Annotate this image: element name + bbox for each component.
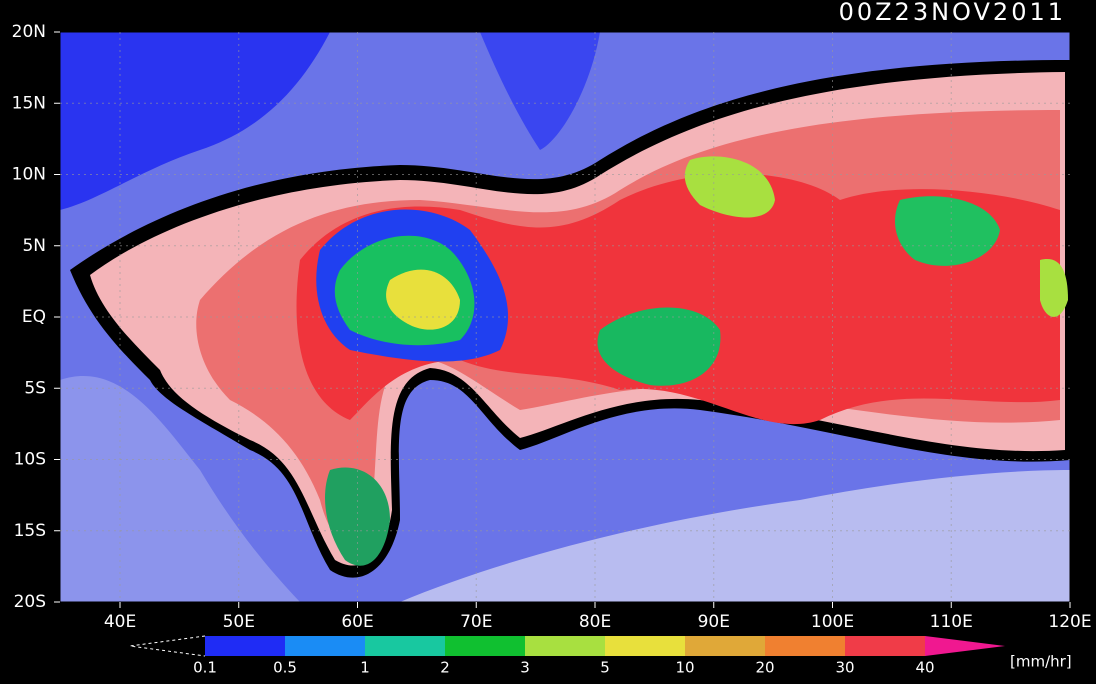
lat-label: 15N [12, 93, 46, 113]
low-field [60, 376, 300, 602]
colorbar-segment [685, 636, 765, 656]
low-field [480, 32, 600, 150]
colorbar-segment [365, 636, 445, 656]
colorbar-label: 0.1 [193, 659, 217, 677]
colorbar-label: 10 [675, 659, 694, 677]
colorbar-segment [445, 636, 525, 656]
rain-field [296, 173, 1060, 425]
colorbar-label: 30 [835, 659, 854, 677]
colorbar-label: 2 [440, 659, 450, 677]
rain-core [684, 156, 775, 218]
rain-core [325, 467, 390, 566]
colorbar-label: 0.5 [273, 659, 297, 677]
low-field [60, 32, 330, 210]
lat-label: 20S [14, 592, 46, 612]
lon-label: 50E [223, 612, 255, 632]
rain-core [895, 196, 1000, 266]
colorbar-segment [285, 636, 365, 656]
lat-label: 15S [14, 521, 46, 541]
lon-label: 110E [930, 612, 973, 632]
colorbar-segment [765, 636, 845, 656]
lat-label: 5S [24, 378, 46, 398]
colorbar-segment [205, 636, 285, 656]
lat-label: 10N [12, 165, 46, 185]
colorbar-label: 1 [360, 659, 370, 677]
rain-core [1040, 259, 1068, 317]
map-field [59, 31, 1071, 603]
colorbar: 0.1 0.5 1 2 3 5 10 20 30 40 [mm/hr] [129, 635, 1072, 677]
colorbar-label: 5 [600, 659, 610, 677]
low-field [400, 470, 1070, 602]
colorbar-over [925, 636, 1005, 656]
colorbar-label: 3 [520, 659, 530, 677]
colorbar-label: 20 [755, 659, 774, 677]
lon-label: 100E [811, 612, 854, 632]
lon-label: 120E [1048, 612, 1091, 632]
lon-label: 60E [341, 612, 373, 632]
colorbar-segment [605, 636, 685, 656]
lat-label: 10S [14, 450, 46, 470]
lat-label: EQ [22, 307, 46, 327]
map-title: 00Z23NOV2011 [839, 0, 1066, 26]
lon-label: 90E [698, 612, 730, 632]
lat-label: 5N [22, 236, 46, 256]
lon-label: 80E [579, 612, 611, 632]
colorbar-segment [525, 636, 605, 656]
lon-label: 40E [104, 612, 136, 632]
colorbar-segment [845, 636, 925, 656]
colorbar-under [129, 635, 206, 657]
axes: 20N 15N 10N 5N EQ 5S 10S 15S 20S 40E 50E 60E 70E 80E 9… [12, 22, 1092, 632]
lon-label: 70E [460, 612, 492, 632]
colorbar-label: 40 [915, 659, 934, 677]
rain-core [386, 269, 460, 330]
lat-label: 20N [12, 22, 46, 42]
rain-core [597, 307, 721, 386]
colorbar-unit: [mm/hr] [1010, 653, 1072, 671]
